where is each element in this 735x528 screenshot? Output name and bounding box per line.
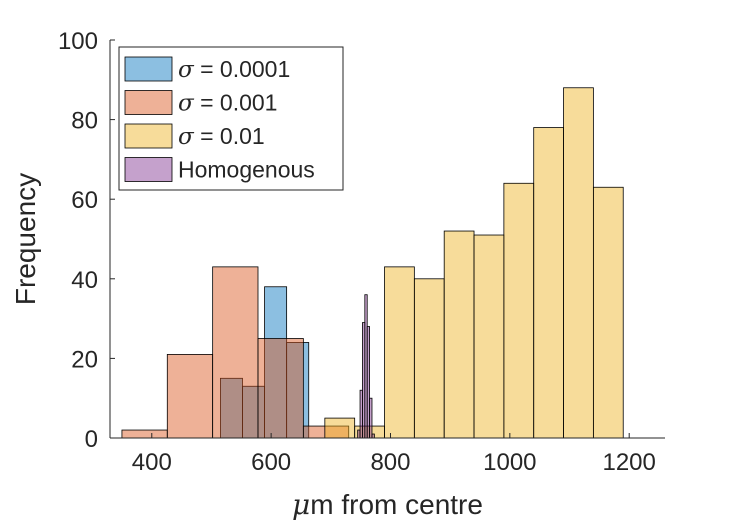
histogram-bar-series-4-bin-7 — [371, 433, 375, 439]
legend-swatch-4 — [124, 157, 173, 182]
bars-layer — [121, 87, 624, 439]
histogram-bar-series-3-bin-3 — [384, 266, 415, 439]
histogram-bar-series-3-bin-4 — [413, 278, 445, 439]
legend-label-4: Homogenous — [178, 157, 315, 183]
y-tick-label: 80 — [71, 108, 98, 135]
legend-box — [118, 46, 344, 191]
histogram-bar-series-3-bin-6 — [473, 234, 505, 439]
x-tick-label: 800 — [370, 449, 410, 476]
histogram-bar-series-3-bin-7 — [503, 182, 535, 439]
x-tick-label: 1000 — [483, 449, 536, 476]
histogram-bar-series-3-bin-1 — [324, 417, 356, 439]
histogram-bar-series-4-bin-6 — [369, 397, 373, 439]
x-tick-label: 400 — [132, 449, 172, 476]
x-tick-label: 1200 — [602, 449, 655, 476]
y-tick-label: 60 — [71, 187, 98, 214]
legend-label-2: σ = 0.001 — [178, 90, 277, 117]
histogram-bar-series-2-bin-3 — [212, 266, 259, 439]
y-tick-label: 40 — [71, 267, 98, 294]
legend-label-1: σ = 0.0001 — [178, 56, 290, 83]
y-tick-label: 0 — [85, 426, 98, 453]
x-axis-label-text: m from centre — [310, 489, 483, 520]
histogram-bar-series-2-bin-2 — [166, 354, 214, 439]
x-tick-label: 600 — [251, 449, 291, 476]
legend-swatch-2 — [124, 90, 173, 115]
x-axis-label-symbol: μ — [292, 488, 310, 521]
histogram-bar-series-2-bin-4 — [257, 338, 304, 439]
histogram-bar-series-3-bin-8 — [533, 127, 564, 439]
axes-layer — [109, 40, 665, 439]
histogram-bar-series-3-bin-10 — [592, 186, 624, 439]
legend-swatch-1 — [124, 56, 173, 82]
y-tick-label: 100 — [58, 28, 98, 55]
legend-label-3: σ = 0.01 — [178, 123, 265, 150]
ticks-layer: 400 600 800 1000 1200 0 20 40 60 80 100 — [58, 28, 656, 476]
legend-swatch-3 — [124, 123, 173, 149]
x-axis-label: μm from centre — [292, 488, 483, 521]
legend: σ = 0.0001 σ = 0.001 σ = 0.01 Homogenous — [118, 46, 344, 191]
y-tick-label: 20 — [71, 346, 98, 373]
histogram-bar-series-3-bin-9 — [563, 87, 594, 439]
y-axis-label: Frequency — [10, 173, 41, 305]
histogram-bar-series-3-bin-5 — [443, 230, 475, 439]
histogram-bar-series-2-bin-1 — [121, 429, 168, 439]
